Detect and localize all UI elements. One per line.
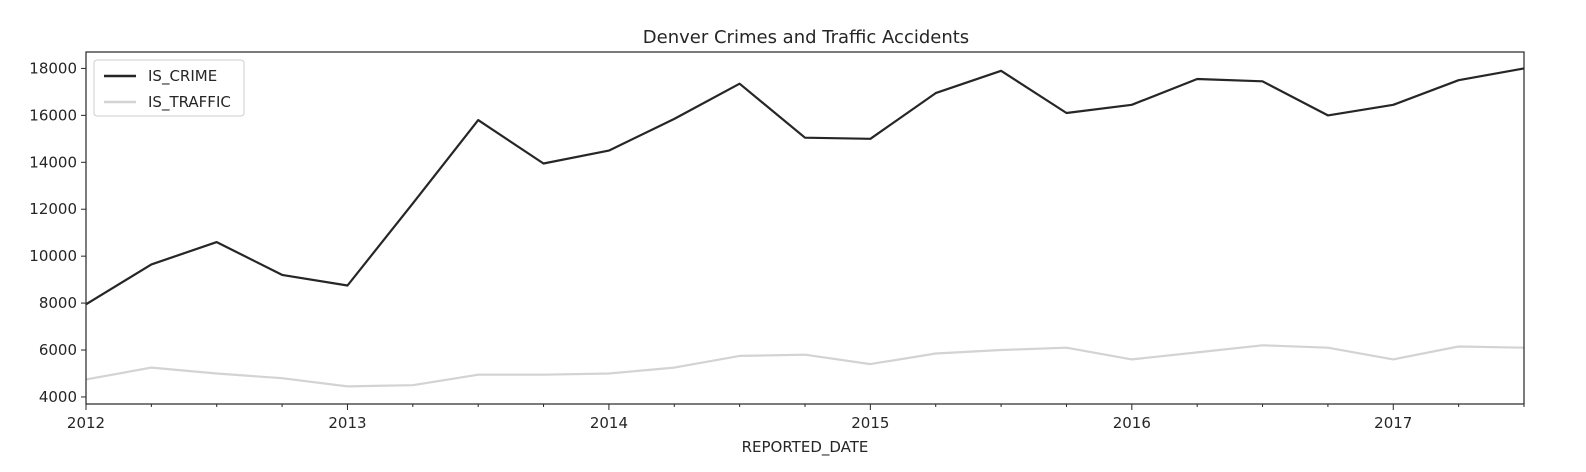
x-tick-label: 2015 bbox=[851, 414, 889, 432]
y-tick-label: 16000 bbox=[29, 106, 77, 124]
legend-label: IS_TRAFFIC bbox=[148, 93, 231, 112]
legend-label: IS_CRIME bbox=[148, 67, 217, 86]
x-tick-label: 2016 bbox=[1113, 414, 1151, 432]
y-tick-label: 14000 bbox=[29, 153, 77, 171]
legend: IS_CRIME IS_TRAFFIC bbox=[93, 59, 245, 117]
chart-title: Denver Crimes and Traffic Accidents bbox=[643, 27, 969, 48]
y-tick-label: 18000 bbox=[29, 59, 77, 77]
y-tick-label: 4000 bbox=[39, 388, 77, 406]
y-tick-label: 6000 bbox=[39, 341, 77, 359]
x-tick-label: 2017 bbox=[1374, 414, 1412, 432]
y-tick-label: 12000 bbox=[29, 200, 77, 218]
x-axis: 2012 2013 2014 2015 2016 2017 bbox=[67, 404, 1525, 432]
x-tick-label: 2014 bbox=[590, 414, 628, 432]
x-tick-label: 2013 bbox=[328, 414, 366, 432]
y-axis: 4000 6000 8000 10000 12000 14000 16000 18000 bbox=[29, 59, 86, 406]
y-tick-label: 8000 bbox=[39, 294, 77, 312]
series-line-is-traffic bbox=[85, 344, 1525, 388]
y-tick-label: 10000 bbox=[29, 247, 77, 265]
x-tick-label: 2012 bbox=[67, 414, 105, 432]
plot-area bbox=[85, 67, 1525, 388]
series-line-is-crime bbox=[85, 67, 1525, 306]
x-axis-label: REPORTED_DATE bbox=[742, 438, 869, 457]
